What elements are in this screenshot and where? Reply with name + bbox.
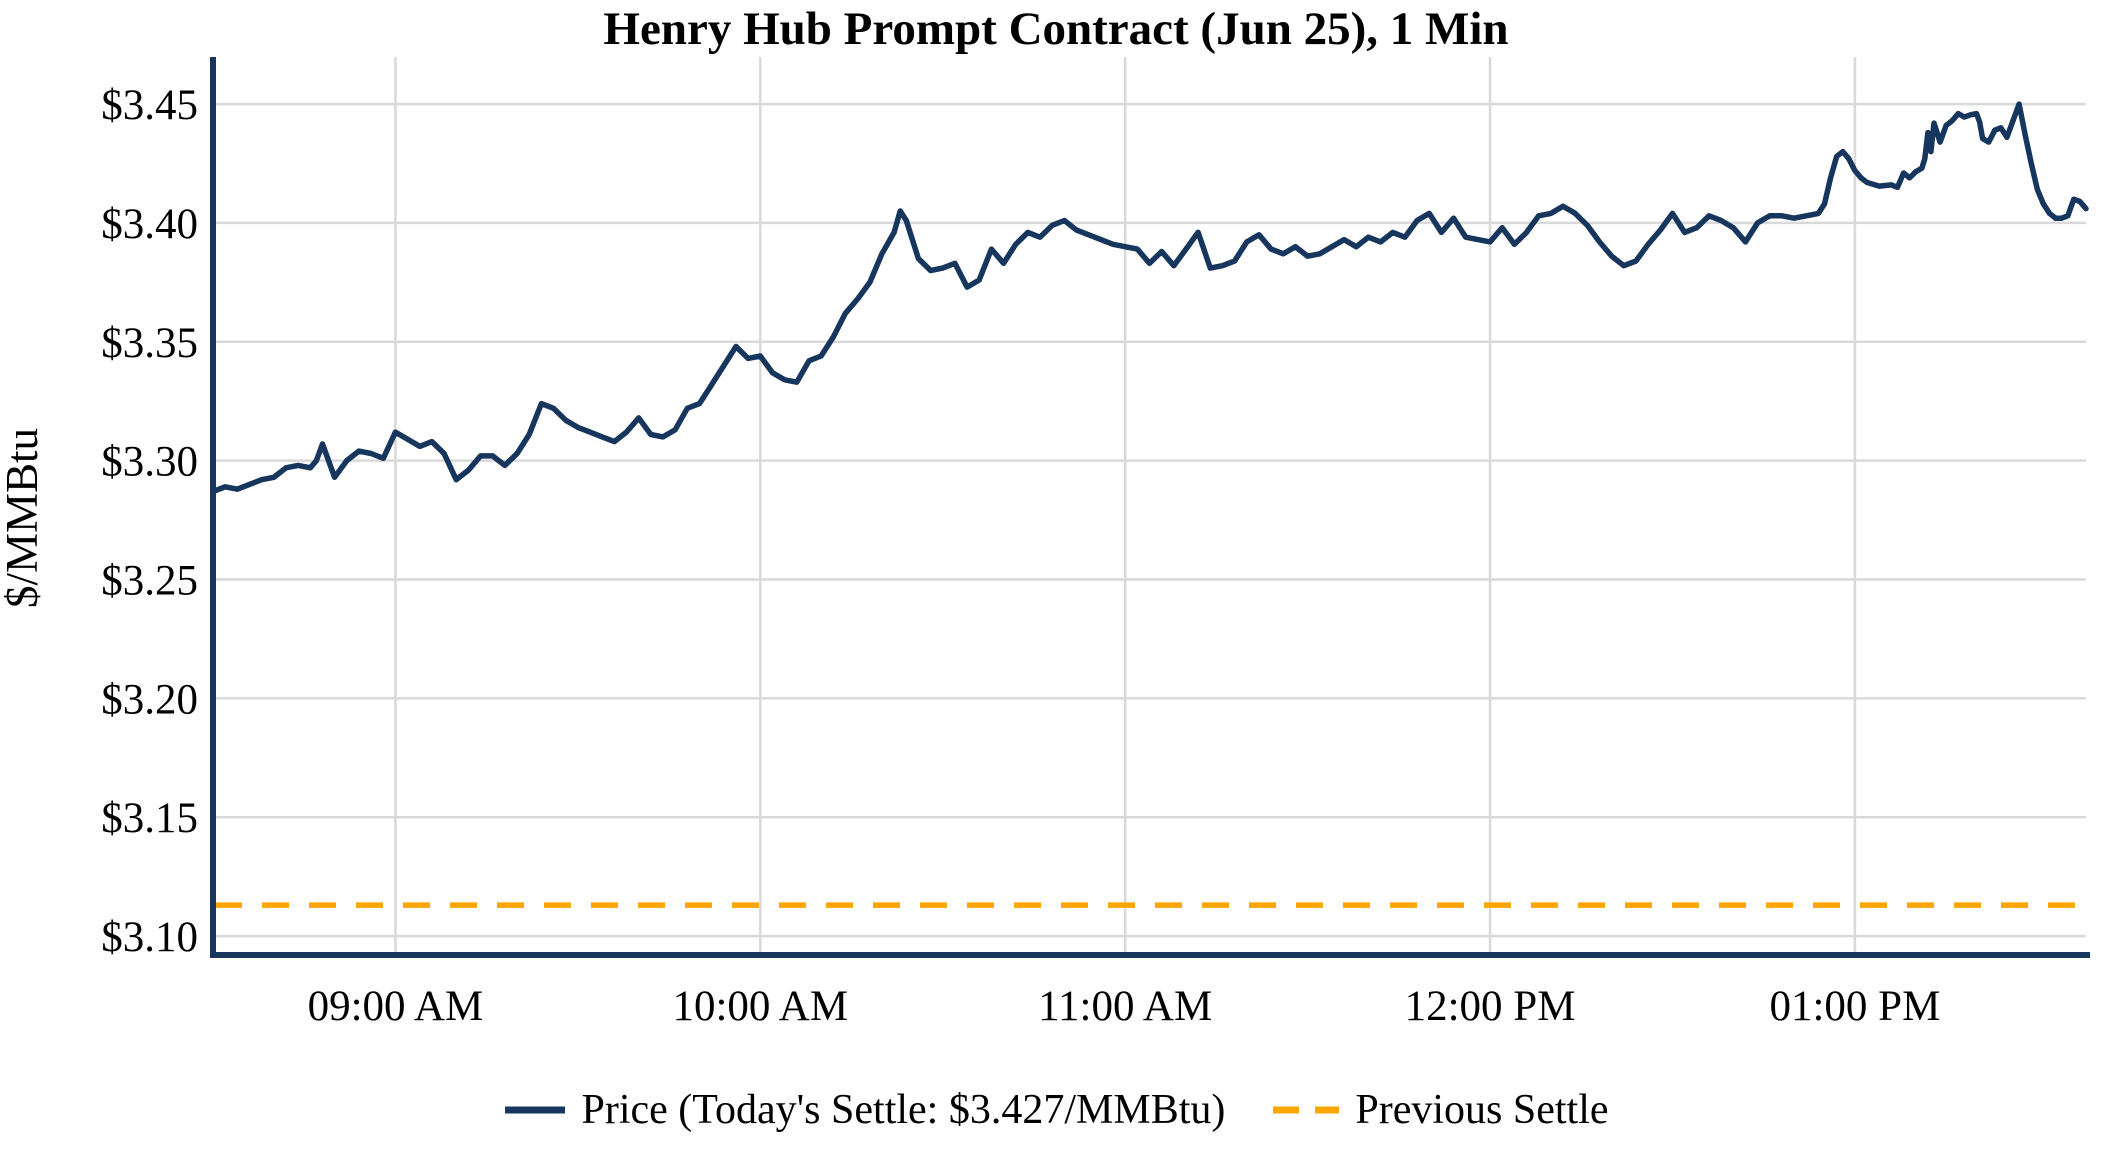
y-tick-label: $3.45 (101, 82, 198, 129)
y-tick-label: $3.25 (101, 557, 198, 604)
legend-price-label: Price (Today's Settle: $3.427/MMBtu) (581, 1087, 1226, 1133)
price-line-swatch (505, 1106, 566, 1114)
x-tick-label: 11:00 AM (1038, 983, 1212, 1030)
y-tick-label: $3.40 (101, 201, 198, 248)
legend: Price (Today's Settle: $3.427/MMBtu) Pre… (0, 1086, 2112, 1134)
y-tick-label: $3.10 (101, 914, 198, 961)
y-tick-label: $3.35 (101, 320, 198, 367)
x-tick-label: 12:00 PM (1405, 983, 1576, 1030)
x-tick-label: 09:00 AM (308, 983, 484, 1030)
y-tick-label: $3.20 (101, 676, 198, 723)
legend-previous-settle-label: Previous Settle (1355, 1087, 1609, 1133)
y-tick-label: $3.15 (101, 795, 198, 842)
y-tick-label: $3.30 (101, 439, 198, 486)
price-line (210, 101, 2089, 495)
x-tick-label: 10:00 AM (672, 983, 848, 1030)
previous-settle-swatch (1273, 1106, 1340, 1114)
chart-title: Henry Hub Prompt Contract (Jun 25), 1 Mi… (603, 3, 1509, 55)
x-tick-label: 01:00 PM (1769, 983, 1940, 1030)
